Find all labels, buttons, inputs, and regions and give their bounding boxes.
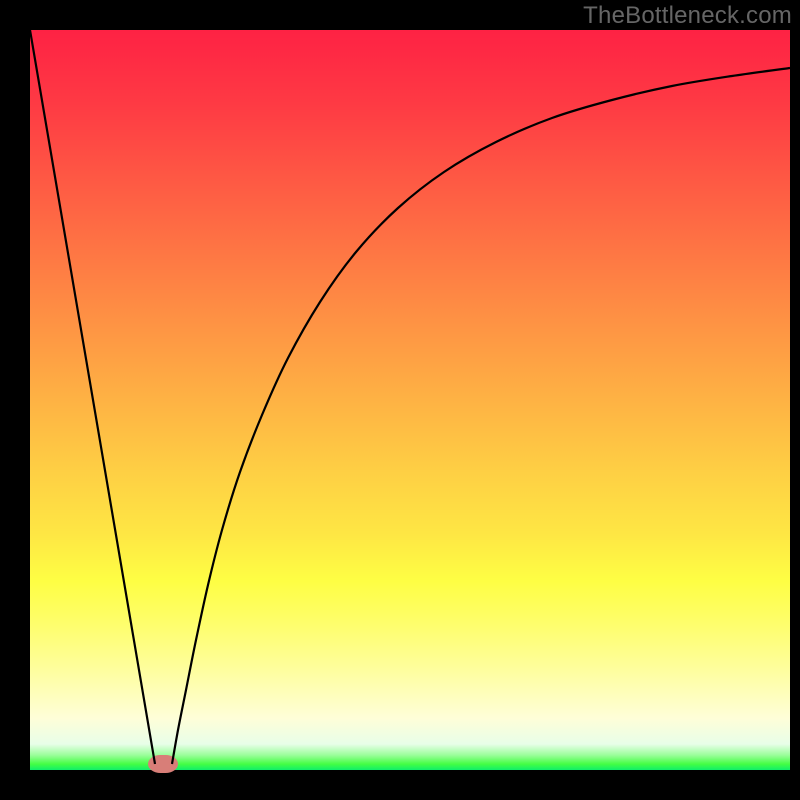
minimum-marker <box>148 755 178 773</box>
plot-area <box>30 30 790 770</box>
watermark-text: TheBottleneck.com <box>583 2 792 30</box>
chart-frame: TheBottleneck.com <box>0 0 800 800</box>
